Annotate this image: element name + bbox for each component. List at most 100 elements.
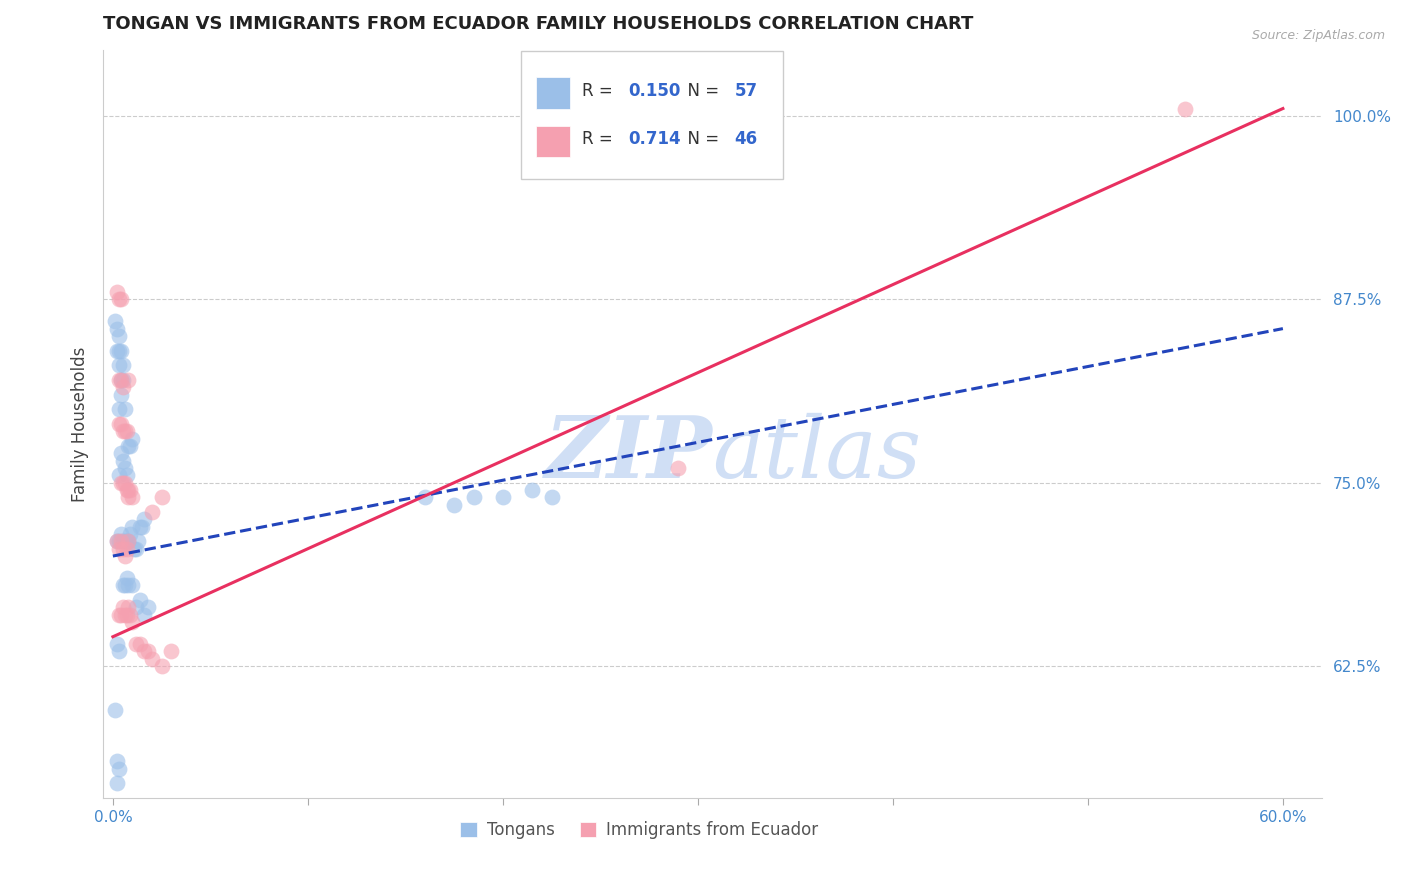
Text: 0.150: 0.150: [628, 81, 681, 100]
Point: [120, 527, 142, 541]
Text: R =: R =: [582, 130, 619, 148]
Point: [129, 593, 152, 607]
Point: [110, 293, 132, 307]
Point: [124, 541, 146, 556]
Point: [111, 359, 134, 373]
Point: [136, 644, 159, 658]
Point: [150, 659, 173, 673]
Point: [520, 483, 543, 497]
Point: [463, 491, 485, 505]
Point: [125, 600, 148, 615]
Point: [105, 534, 128, 549]
Point: [120, 607, 142, 622]
Point: [110, 446, 132, 460]
Point: [110, 343, 132, 358]
Text: ZIP: ZIP: [544, 412, 713, 496]
Point: [105, 776, 128, 790]
Point: [110, 417, 132, 431]
Point: [110, 475, 132, 490]
Point: [104, 314, 127, 328]
Point: [121, 615, 143, 629]
Point: [117, 578, 139, 592]
FancyBboxPatch shape: [536, 126, 569, 157]
Point: [114, 425, 136, 439]
Text: R =: R =: [582, 81, 619, 100]
Point: [107, 607, 129, 622]
Point: [125, 541, 148, 556]
FancyBboxPatch shape: [522, 52, 783, 178]
Point: [117, 439, 139, 453]
Point: [107, 534, 129, 549]
Point: [105, 755, 128, 769]
Point: [114, 475, 136, 490]
Point: [120, 439, 142, 453]
Point: [114, 534, 136, 549]
Point: [110, 607, 132, 622]
Point: [111, 534, 134, 549]
Point: [105, 534, 128, 549]
Point: [107, 359, 129, 373]
Point: [132, 644, 155, 658]
Point: [117, 373, 139, 387]
Point: [107, 402, 129, 417]
Point: [117, 534, 139, 549]
Point: [107, 417, 129, 431]
Point: [1174, 102, 1197, 116]
Point: [110, 387, 132, 401]
Point: [111, 425, 134, 439]
Point: [111, 373, 134, 387]
Point: [115, 541, 138, 556]
FancyBboxPatch shape: [536, 78, 569, 109]
Point: [111, 600, 134, 615]
Text: Source: ZipAtlas.com: Source: ZipAtlas.com: [1251, 29, 1385, 42]
Point: [492, 491, 515, 505]
Point: [121, 519, 143, 533]
Point: [132, 607, 155, 622]
Point: [110, 373, 132, 387]
Point: [115, 571, 138, 585]
Point: [107, 541, 129, 556]
Point: [114, 578, 136, 592]
Point: [413, 491, 436, 505]
Point: [443, 498, 465, 512]
Point: [115, 425, 138, 439]
Point: [111, 475, 134, 490]
Point: [129, 519, 152, 533]
Point: [105, 285, 128, 299]
Point: [141, 505, 163, 519]
Point: [110, 527, 132, 541]
Point: [115, 468, 138, 483]
Text: 46: 46: [734, 130, 758, 148]
Point: [120, 483, 142, 497]
Point: [114, 461, 136, 475]
Point: [121, 491, 143, 505]
Point: [111, 578, 134, 592]
Point: [105, 343, 128, 358]
Point: [129, 637, 152, 651]
Point: [115, 483, 138, 497]
Point: [107, 329, 129, 343]
Point: [117, 491, 139, 505]
Point: [141, 652, 163, 666]
Point: [131, 519, 153, 533]
Point: [540, 491, 562, 505]
Text: N =: N =: [678, 81, 724, 100]
Text: TONGAN VS IMMIGRANTS FROM ECUADOR FAMILY HOUSEHOLDS CORRELATION CHART: TONGAN VS IMMIGRANTS FROM ECUADOR FAMILY…: [103, 15, 973, 33]
Point: [107, 468, 129, 483]
Point: [125, 637, 148, 651]
Point: [107, 762, 129, 776]
Point: [121, 432, 143, 446]
Text: atlas: atlas: [713, 413, 922, 495]
Point: [136, 600, 159, 615]
Point: [115, 607, 138, 622]
Text: N =: N =: [678, 130, 724, 148]
Text: 57: 57: [734, 81, 758, 100]
Point: [121, 578, 143, 592]
Y-axis label: Family Households: Family Households: [72, 346, 89, 501]
Point: [117, 483, 139, 497]
Point: [104, 703, 127, 717]
Point: [111, 380, 134, 394]
Point: [114, 549, 136, 563]
Point: [127, 534, 149, 549]
Point: [107, 373, 129, 387]
